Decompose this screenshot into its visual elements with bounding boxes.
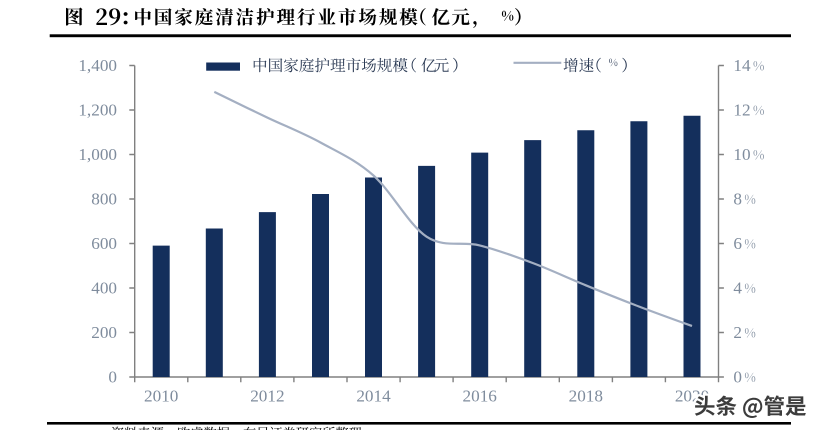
svg-text:2010: 2010 (144, 386, 178, 405)
svg-text:1,400: 1,400 (78, 56, 117, 75)
svg-text:200: 200 (91, 323, 117, 342)
svg-text:0: 0 (733, 367, 742, 386)
svg-text:8: 8 (733, 189, 742, 208)
svg-text:12: 12 (733, 100, 750, 119)
svg-text:2014: 2014 (356, 386, 391, 405)
svg-text:6: 6 (733, 234, 742, 253)
svg-text:2016: 2016 (463, 386, 498, 405)
svg-text:14: 14 (733, 56, 751, 75)
svg-text:600: 600 (91, 234, 117, 253)
svg-text:1,000: 1,000 (78, 145, 117, 164)
svg-text:10: 10 (733, 145, 750, 164)
svg-text:800: 800 (91, 189, 117, 208)
svg-text:400: 400 (91, 278, 117, 297)
svg-text:1,200: 1,200 (78, 100, 117, 119)
svg-text:0: 0 (108, 367, 117, 386)
svg-text:2018: 2018 (569, 386, 603, 405)
svg-text:2: 2 (733, 323, 742, 342)
svg-text:4: 4 (733, 278, 742, 297)
svg-text:2012: 2012 (250, 386, 284, 405)
